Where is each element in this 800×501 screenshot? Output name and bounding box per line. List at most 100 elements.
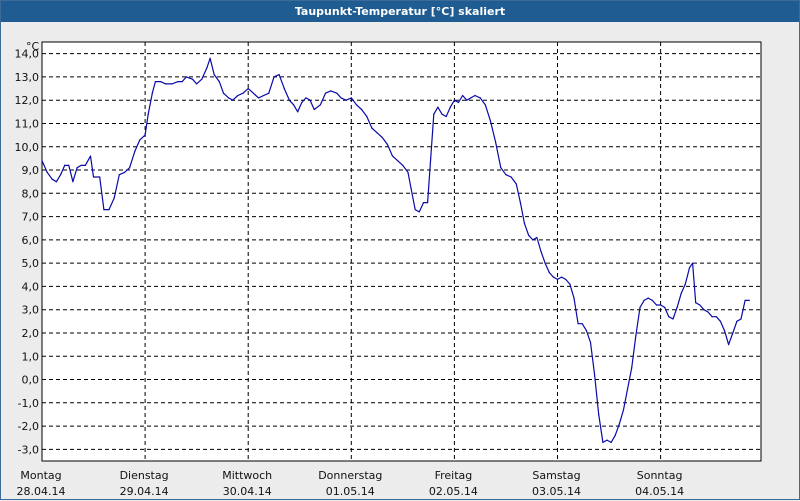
data-point <box>427 202 429 204</box>
data-point <box>660 304 662 306</box>
data-point <box>631 367 633 369</box>
data-point <box>441 113 443 115</box>
data-point <box>80 164 82 166</box>
data-point <box>147 113 149 115</box>
data-point <box>606 439 608 441</box>
data-point <box>191 78 194 80</box>
data-point <box>561 276 563 278</box>
data-point <box>703 309 705 311</box>
data-point <box>699 304 701 306</box>
data-point <box>668 316 670 318</box>
y-tick-label: -1,0 <box>18 397 39 410</box>
data-point <box>76 167 78 169</box>
data-point <box>391 155 394 157</box>
data-point <box>165 83 167 85</box>
data-point <box>144 134 146 136</box>
data-point <box>479 97 481 99</box>
x-tick-date: 02.05.14 <box>429 485 478 498</box>
data-point <box>457 101 460 104</box>
data-point <box>123 171 126 173</box>
data-point <box>283 88 285 90</box>
data-point <box>466 99 468 101</box>
data-point <box>381 136 383 138</box>
data-point <box>622 409 625 411</box>
y-tick-label: 12,0 <box>15 94 40 107</box>
data-point <box>610 441 612 443</box>
y-tick-label: -2,0 <box>18 420 39 433</box>
data-point <box>676 306 678 308</box>
data-point <box>151 92 153 94</box>
data-point <box>301 101 303 104</box>
x-tick-day: Dienstag <box>120 469 169 482</box>
data-point <box>505 174 507 176</box>
data-point <box>171 83 173 85</box>
data-point <box>113 197 115 199</box>
y-tick-label: 1,0 <box>22 350 40 363</box>
data-point <box>139 139 141 141</box>
data-point <box>242 92 244 94</box>
data-point <box>129 167 131 169</box>
data-point <box>643 299 645 301</box>
data-point <box>305 97 307 99</box>
data-point <box>598 413 600 415</box>
y-tick-label: 2,0 <box>22 327 40 340</box>
data-point <box>715 316 717 318</box>
data-point <box>744 299 746 301</box>
data-point <box>41 160 43 162</box>
data-point <box>585 330 588 332</box>
data-point <box>330 90 332 92</box>
data-point <box>350 97 352 99</box>
data-point <box>445 115 447 118</box>
data-point <box>340 97 342 99</box>
data-point <box>569 283 571 285</box>
y-tick-label: 3,0 <box>22 304 40 317</box>
data-point <box>89 155 92 157</box>
data-point <box>154 81 156 83</box>
data-point <box>707 311 709 313</box>
data-point <box>366 115 368 118</box>
data-point <box>532 239 534 241</box>
data-point <box>371 127 373 129</box>
y-tick-label: 0,0 <box>22 374 40 387</box>
data-point <box>72 181 74 183</box>
data-point <box>500 167 502 169</box>
data-point <box>278 74 280 76</box>
series-layer <box>41 57 750 443</box>
y-tick-label: 9,0 <box>22 164 40 177</box>
data-point <box>84 164 86 166</box>
x-tick-day: Sonntag <box>637 469 683 482</box>
data-point <box>748 299 750 301</box>
data-point <box>430 157 432 159</box>
data-point <box>355 104 358 106</box>
x-tick-day: Mittwoch <box>222 469 272 482</box>
data-point <box>639 306 641 308</box>
window-title: Taupunkt-Temperatur [°C] skaliert <box>1 1 799 22</box>
data-point <box>297 111 299 113</box>
data-point <box>160 81 162 83</box>
data-point <box>740 318 742 320</box>
plot-area <box>41 41 762 462</box>
data-point <box>736 320 738 322</box>
data-point <box>433 113 435 115</box>
x-tick-day: Freitag <box>435 469 473 482</box>
data-point <box>288 99 290 101</box>
data-point <box>627 388 629 390</box>
y-tick-label: 11,0 <box>15 117 40 130</box>
x-tick-date: 29.04.14 <box>120 485 169 498</box>
data-point <box>361 108 363 111</box>
y-tick-label: 6,0 <box>22 234 40 247</box>
data-point <box>672 318 674 320</box>
data-point <box>319 104 321 106</box>
data-point <box>728 344 730 346</box>
y-axis-ticks: 14,0 13,0 12,0 11,0 10,0 9,0 8,0 7,0 6,0 5,0 4,0 3,… <box>15 48 40 457</box>
data-point <box>719 320 722 322</box>
data-point <box>453 99 455 101</box>
x-axis-ticks: Montag 28.04.14 Dienstag 29.04.14 Mittwoch 30… <box>17 469 685 498</box>
data-point <box>213 74 215 76</box>
data-point <box>46 171 48 173</box>
data-point <box>206 67 208 69</box>
y-tick-label: 14,0 <box>15 48 40 61</box>
data-point <box>177 81 179 83</box>
